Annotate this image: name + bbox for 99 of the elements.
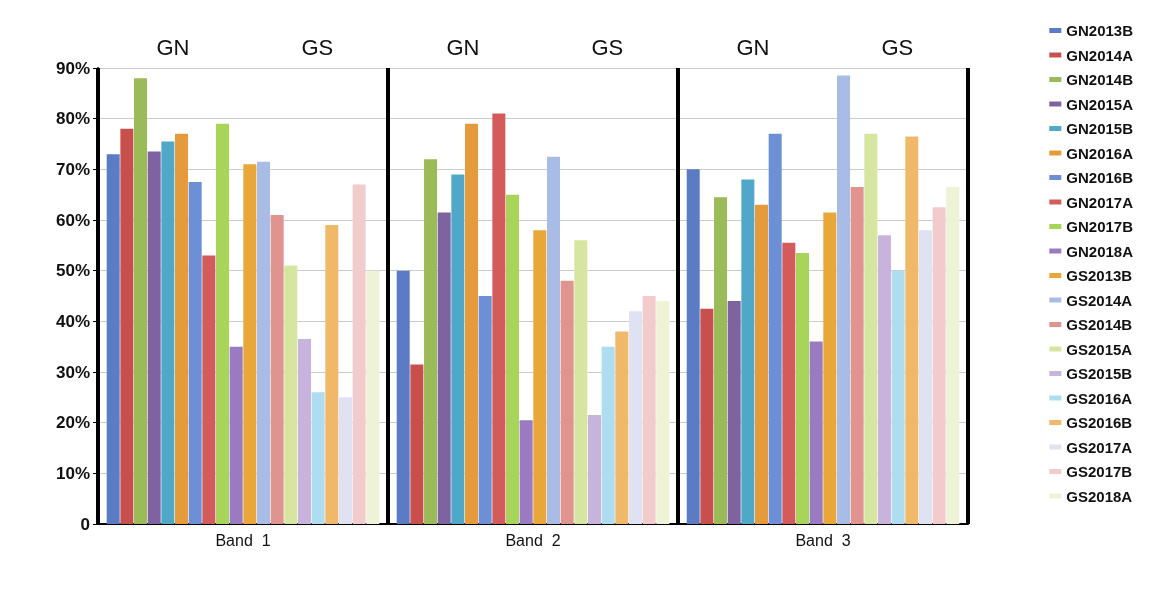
bar [768, 133, 782, 524]
bar [809, 341, 823, 524]
bar [932, 207, 946, 524]
legend-label: GN2014B [1066, 71, 1134, 88]
legend-label: GN2015B [1066, 120, 1134, 137]
bar [270, 214, 284, 524]
text: GN [446, 34, 480, 60]
legend-label: GS2016A [1066, 389, 1133, 407]
bar [905, 136, 919, 524]
legend-label: GN2014A [1066, 46, 1134, 64]
bar [823, 212, 837, 524]
bar [311, 392, 325, 524]
bar [229, 346, 243, 524]
bar [560, 280, 574, 524]
bar [727, 301, 741, 524]
bar [506, 194, 520, 524]
legend-label: GS2016B [1066, 414, 1133, 431]
text: GS [301, 34, 334, 60]
legend-label: GN2016A [1066, 144, 1134, 162]
legend-label: GS2015B [1066, 365, 1133, 382]
bar [424, 159, 438, 524]
bar [284, 265, 298, 524]
bar [451, 174, 465, 524]
text: GS [591, 34, 624, 60]
y-tick-label: 70% [55, 159, 90, 179]
legend-label: GN2017B [1066, 218, 1134, 235]
bar [120, 128, 134, 524]
bar [628, 311, 642, 524]
bar [918, 230, 932, 524]
legend-label: GN2017A [1066, 193, 1134, 211]
legend-label: GN2013B [1066, 22, 1134, 39]
bar [175, 133, 189, 524]
legend-label: GS2014B [1066, 316, 1133, 333]
bar [352, 184, 366, 524]
bar [465, 123, 479, 524]
bar [686, 169, 700, 524]
bar [587, 415, 601, 524]
bar [642, 296, 656, 524]
bar [755, 204, 769, 524]
legend-label: GN2016B [1066, 169, 1134, 186]
y-tick-label: 30% [55, 362, 90, 382]
bar [850, 187, 864, 524]
y-tick-label: 10% [55, 463, 90, 483]
bar [741, 179, 755, 524]
legend-label: GS2017B [1066, 463, 1133, 480]
bar [836, 75, 850, 524]
bar [714, 197, 728, 524]
bar [782, 242, 796, 524]
bar [574, 240, 588, 524]
legend-label: GS2014A [1066, 291, 1133, 309]
text: GN [156, 34, 190, 60]
bar [519, 420, 533, 524]
bar [546, 156, 560, 524]
bar [256, 161, 270, 524]
text: GS [881, 34, 914, 60]
bar [891, 270, 905, 524]
bar [656, 301, 670, 524]
y-tick-label: 50% [55, 261, 90, 281]
bar [478, 296, 492, 524]
y-tick-label: 20% [55, 413, 90, 433]
bar [325, 225, 339, 524]
legend-label: GN2015A [1066, 95, 1134, 113]
bar [161, 141, 175, 524]
bar [188, 182, 202, 524]
legend-label: GS2017A [1066, 438, 1133, 456]
legend-label: GS2013B [1066, 267, 1133, 284]
bar [796, 252, 810, 524]
bar [147, 151, 161, 524]
legend-label: GN2018A [1066, 242, 1134, 260]
bar [338, 397, 352, 524]
bar [601, 346, 615, 524]
bar [134, 78, 148, 524]
y-tick-label: 90% [55, 58, 90, 78]
bar [366, 270, 380, 524]
x-tick-label: Band 2 [505, 531, 561, 549]
text: GN [736, 34, 770, 60]
x-tick-label: Band 3 [795, 531, 851, 549]
legend-label: GS2018A [1066, 487, 1133, 505]
bar [202, 255, 216, 524]
bar [396, 270, 410, 524]
bar [877, 235, 891, 524]
bar [216, 123, 230, 524]
bar [410, 364, 424, 524]
y-tick-label: 40% [55, 311, 90, 331]
bar [533, 230, 547, 524]
bar [615, 331, 629, 524]
legend-label: GS2015A [1066, 340, 1133, 358]
bar [243, 164, 257, 524]
bar [946, 187, 960, 524]
x-tick-label: Band 1 [215, 531, 271, 549]
bar [437, 212, 451, 524]
y-tick-label: 60% [55, 210, 90, 230]
bar [492, 113, 506, 524]
bar [106, 154, 120, 524]
bar [864, 133, 878, 524]
y-tick-label: 0 [80, 514, 90, 534]
y-tick-label: 80% [55, 109, 90, 129]
bar [297, 339, 311, 524]
bar [700, 308, 714, 524]
